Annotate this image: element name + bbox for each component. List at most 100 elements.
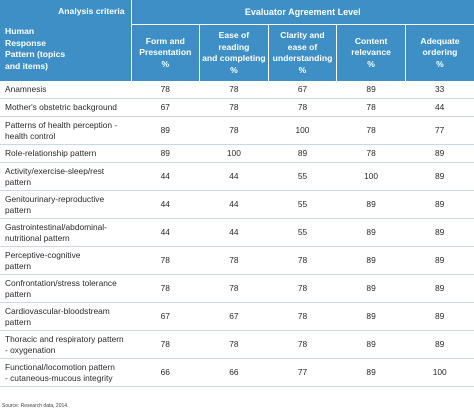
column-header-row: Form and Presentation% Ease of reading and …	[0, 24, 474, 81]
agreement-value-cell: 78	[336, 98, 406, 117]
agreement-value-cell: 78	[268, 274, 337, 303]
agreement-value-cell: 77	[268, 358, 337, 387]
pattern-label-cell: Patterns of health perception - health co…	[0, 116, 131, 145]
column-header: Adequate ordering%	[404, 24, 474, 81]
column-header: Ease of reading and completing%	[199, 24, 269, 81]
agreement-value-cell: 78	[131, 330, 200, 359]
table-row: Cardiovascular-bloodstream pattern 67 67 78 8…	[0, 302, 474, 331]
pattern-label-cell: Genitourinary-reproductive pattern	[0, 190, 131, 219]
agreement-value-cell: 89	[405, 246, 474, 275]
agreement-value-cell: 100	[199, 144, 269, 163]
agreement-value-cell: 89	[336, 190, 406, 219]
column-header-line: Presentation	[139, 47, 192, 58]
agreement-value-cell: 78	[131, 274, 200, 303]
pattern-label-line: pattern	[5, 288, 32, 299]
pattern-label-line: - oxygenation	[5, 344, 56, 355]
column-header-line: Form and	[145, 35, 185, 46]
agreement-value-cell: 89	[405, 162, 474, 191]
table-row: Confrontation/stress tolerance pattern 78 7…	[0, 274, 474, 303]
table-row: Functional/locomotion pattern - cutaneous…	[0, 358, 474, 387]
agreement-value-cell: 89	[336, 330, 406, 359]
agreement-value-cell: 89	[131, 144, 200, 163]
pattern-label-cell: Cardiovascular-bloodstream pattern	[0, 302, 131, 331]
column-header-line: %	[298, 64, 307, 75]
pattern-label-line: Cardiovascular-bloodstream	[5, 305, 110, 316]
agreement-value-cell: 89	[405, 190, 474, 219]
agreement-value-cell: 78	[131, 246, 200, 275]
agreement-value-cell: 44	[199, 218, 269, 247]
agreement-value-cell: 44	[131, 218, 200, 247]
agreement-value-cell: 78	[268, 98, 337, 117]
pattern-label-cell: Anamnesis	[0, 81, 131, 99]
table-row: Perceptive-cognitive pattern 78 78 78 89 89	[0, 246, 474, 275]
column-header-line: relevance	[351, 47, 391, 58]
agreement-value-cell: 44	[405, 98, 474, 117]
agreement-value-cell: 67	[131, 302, 200, 331]
table-row: Activity/exercise-sleep/rest pattern 44 44 5…	[0, 162, 474, 191]
column-header: Content relevance%	[336, 24, 406, 81]
pattern-label-line: Role-relationship pattern	[5, 148, 97, 158]
column-header-line: Clarity and	[280, 30, 325, 40]
agreement-value-cell: 55	[268, 190, 337, 219]
agreement-value-cell: 89	[336, 246, 406, 275]
column-header-line: %	[436, 58, 444, 69]
column-header-line: %	[367, 58, 375, 69]
column-header-line: ordering	[422, 47, 458, 58]
agreement-value-cell: 100	[405, 358, 474, 387]
agreement-value-cell: 44	[199, 162, 269, 191]
pattern-label-cell: Gastrointestinal/abdominal-nutritional p…	[0, 218, 131, 247]
pattern-label-line: pattern	[5, 316, 32, 327]
row-header-line: Human	[5, 26, 35, 36]
row-header-label: Human Response Pattern (topics and items…	[5, 26, 65, 72]
column-header-line: understanding	[272, 53, 333, 63]
agreement-value-cell: 66	[131, 358, 200, 387]
row-header-line: Response	[5, 37, 47, 48]
agreement-value-cell: 78	[199, 246, 269, 275]
agreement-value-cell: 44	[131, 162, 200, 191]
agreement-value-cell: 77	[405, 116, 474, 145]
pattern-label-line: - cutaneous-mucous integrity	[5, 372, 113, 383]
agreement-value-cell: 67	[199, 302, 269, 331]
agreement-value-cell: 89	[405, 218, 474, 247]
row-header-line: and items)	[5, 60, 48, 71]
agreement-value-cell: 89	[268, 144, 337, 163]
column-header-line: Adequate	[420, 35, 460, 46]
agreement-value-cell: 78	[336, 144, 406, 163]
agreement-value-cell: 67	[268, 81, 337, 99]
agreement-value-cell: 78	[336, 116, 406, 145]
pattern-label-line: Perceptive-cognitive	[5, 249, 81, 260]
column-header-line: and completing	[202, 53, 266, 63]
pattern-label-cell: Activity/exercise-sleep/rest pattern	[0, 162, 131, 191]
agreement-value-cell: 44	[199, 190, 269, 219]
table-body: Anamnesis 78 78 67 89 33 Mother's obstetric ba…	[0, 81, 474, 387]
column-header: Clarity and ease of understanding%	[267, 24, 337, 81]
column-header-line: %	[230, 64, 238, 75]
pattern-label-line: Anamnesis	[5, 84, 47, 94]
pattern-label-line: health control	[5, 130, 56, 141]
pattern-label-line: Genitourinary-reproductive	[5, 193, 105, 204]
pattern-label-cell: Functional/locomotion pattern - cutaneous…	[0, 358, 131, 387]
agreement-value-cell: 55	[268, 162, 337, 191]
agreement-value-cell: 89	[405, 330, 474, 359]
agreement-value-cell: 78	[199, 98, 269, 117]
column-header-line: %	[161, 58, 170, 69]
agreement-value-cell: 66	[199, 358, 269, 387]
agreement-value-cell: 89	[405, 302, 474, 331]
table-row: Mother's obstetric background 67 78 78 78 44	[0, 98, 474, 117]
agreement-value-cell: 89	[336, 274, 406, 303]
table-row: Thoracic and respiratory pattern - oxygen…	[0, 330, 474, 359]
pattern-label-line: pattern	[5, 176, 32, 187]
pattern-label-cell: Thoracic and respiratory pattern - oxygen…	[0, 330, 131, 359]
agreement-value-cell: 78	[268, 330, 337, 359]
pattern-label-line: nutritional pattern	[5, 232, 70, 243]
header-row-top: Analysis criteria Human Response Pattern…	[0, 0, 474, 81]
pattern-label-cell: Role-relationship pattern	[0, 144, 131, 163]
table-row: Role-relationship pattern 89 100 89 78 89	[0, 144, 474, 163]
agreement-value-cell: 78	[199, 116, 269, 145]
source-note: Source: Research data, 2014.	[2, 403, 69, 409]
agreement-value-cell: 78	[131, 81, 200, 99]
agreement-value-cell: 44	[131, 190, 200, 219]
column-header: Form and Presentation%	[130, 24, 200, 81]
agreement-value-cell: 78	[268, 246, 337, 275]
pattern-label-cell: Mother's obstetric background	[0, 98, 131, 117]
